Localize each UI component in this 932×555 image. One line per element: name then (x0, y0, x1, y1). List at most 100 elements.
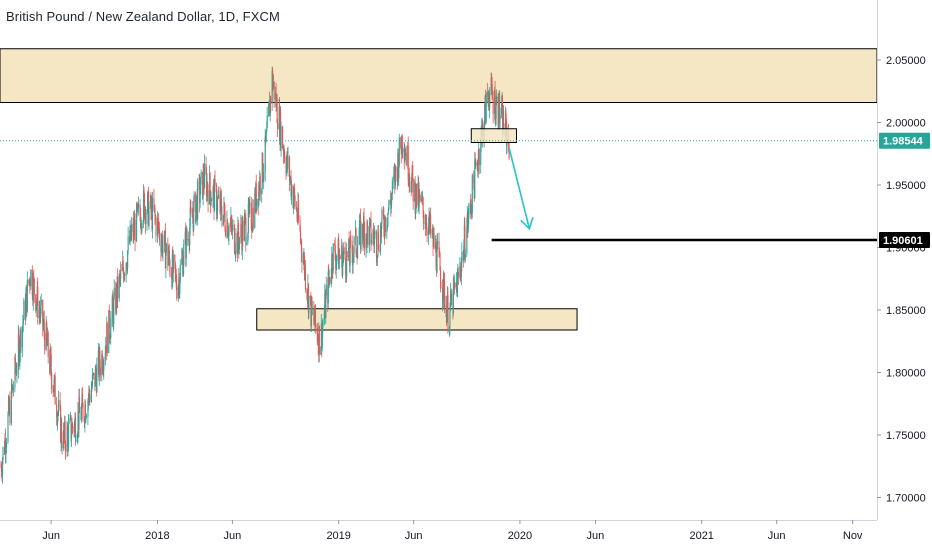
candle-down (488, 95, 490, 104)
candle-down (412, 165, 414, 179)
candle-up (22, 319, 24, 324)
candle-up (182, 264, 184, 276)
candle-down (284, 151, 286, 162)
candle-up (91, 386, 93, 390)
candle-down (416, 183, 418, 206)
candle-up (370, 240, 373, 244)
candle-down (272, 71, 274, 89)
candle-down (33, 278, 35, 295)
candle-down (296, 210, 298, 219)
candle-up (402, 148, 404, 152)
candle-down (338, 239, 340, 269)
candle-down (405, 152, 407, 166)
candle-down (51, 373, 53, 389)
candle-down (140, 214, 142, 228)
candle-down (297, 201, 300, 221)
candle-down (443, 272, 445, 281)
candle-up (216, 210, 218, 215)
candle-up (25, 296, 27, 319)
candle-down (370, 218, 372, 244)
candle-up (160, 242, 162, 253)
candle-down (226, 220, 229, 237)
candle-down (88, 388, 90, 396)
candle-down (221, 215, 223, 225)
candle-down (443, 280, 446, 308)
candle-down (364, 224, 366, 249)
candle-up (456, 273, 458, 297)
candle-down (503, 110, 505, 129)
candle-down (237, 223, 239, 240)
candle-down (367, 226, 369, 245)
candle-down (99, 350, 101, 368)
candle-up (40, 299, 42, 306)
candle-up (210, 200, 212, 206)
candle-down (350, 239, 352, 242)
candle-up (32, 276, 34, 302)
candle-down (157, 218, 159, 221)
candle-up (167, 259, 169, 266)
candle-up (404, 153, 406, 160)
candle-up (363, 216, 365, 242)
candle-down (382, 209, 384, 216)
candle-up (146, 194, 149, 213)
candle-up (342, 254, 344, 259)
candle-down (37, 286, 39, 318)
x-tick-label: Jun (405, 530, 423, 542)
candle-down (95, 368, 97, 376)
candle-down (454, 282, 456, 288)
candle-up (452, 279, 454, 313)
candle-up (53, 391, 55, 393)
candle-up (113, 288, 115, 299)
candle-up (16, 370, 18, 375)
candle-up (12, 387, 15, 390)
candle-up (19, 329, 21, 353)
candle-down (122, 260, 124, 271)
candle-down (31, 269, 33, 296)
candle-down (209, 173, 211, 191)
candle-up (68, 418, 70, 424)
candle-up (311, 309, 313, 310)
y-tick-label: 1.70000 (886, 493, 926, 505)
candle-up (110, 318, 112, 338)
x-tick-label: Jun (587, 530, 605, 542)
candle-up (40, 305, 42, 318)
candle-up (68, 423, 70, 448)
candle-down (376, 257, 378, 259)
candle-down (292, 185, 294, 208)
candle-up (468, 204, 470, 219)
candle-down (366, 221, 369, 227)
candle-down (314, 305, 316, 325)
candle-down (250, 203, 252, 229)
candle-up (461, 251, 463, 264)
candle-down (304, 266, 307, 290)
candle-up (5, 442, 8, 448)
candle-down (64, 421, 66, 445)
candle-down (134, 219, 136, 242)
candle-down (478, 149, 480, 166)
candle-down (170, 273, 172, 277)
candle-up (57, 412, 59, 415)
candle-up (151, 198, 154, 229)
candle-up (352, 257, 354, 266)
candle-up (390, 198, 392, 209)
candle-down (205, 163, 207, 174)
candle-down (299, 230, 302, 241)
arrow-shaft[interactable] (508, 147, 531, 229)
candle-up (287, 156, 289, 169)
candle-up (143, 189, 145, 224)
candle-down (433, 233, 435, 249)
candle-down (464, 225, 466, 259)
candle-up (386, 225, 388, 233)
candle-down (143, 189, 145, 194)
candle-down (72, 423, 74, 429)
candle-down (244, 216, 246, 218)
candle-up (446, 312, 448, 323)
candle-down (9, 400, 11, 424)
candle-down (216, 185, 218, 215)
candle-up (78, 397, 80, 430)
candle-down (409, 177, 411, 184)
candle-up (475, 162, 477, 167)
candle-up (162, 244, 164, 254)
